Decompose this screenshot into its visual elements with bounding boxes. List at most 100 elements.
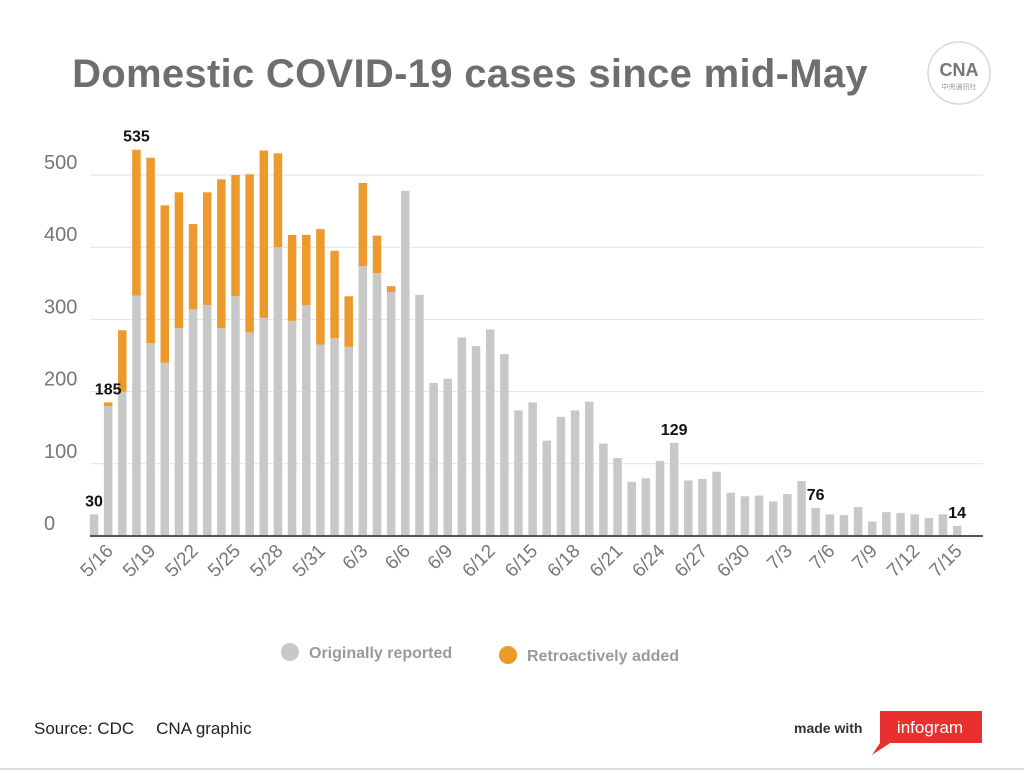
y-tick-label: 400: [44, 224, 77, 246]
bar-original: [188, 309, 198, 536]
x-tick-label: 6/6: [381, 541, 415, 575]
bar-original: [882, 512, 891, 536]
logo-text: CNA: [940, 60, 979, 80]
data-label: 185: [95, 381, 122, 398]
chart-title: Domestic COVID-19 cases since mid-May: [72, 52, 868, 96]
bar-original: [952, 525, 962, 536]
bar-original: [118, 391, 127, 536]
bar-original: [528, 402, 537, 536]
bar-original: [500, 354, 509, 536]
x-tick-label: 7/3: [763, 541, 797, 575]
legend-original-label: Originally reported: [309, 645, 453, 662]
bar-original: [132, 295, 141, 536]
data-label: 76: [807, 487, 825, 504]
bar-retro: [188, 224, 198, 310]
data-label: 30: [85, 493, 103, 510]
bar-original: [740, 496, 750, 536]
bar-original: [655, 460, 665, 536]
infogram-badge[interactable]: infogram: [872, 711, 982, 755]
bar-original: [868, 521, 877, 536]
data-label: 14: [948, 505, 966, 522]
x-tick-label: 5/28: [246, 541, 287, 582]
bar-original: [542, 440, 552, 536]
bar-original: [245, 332, 254, 536]
bar-retro: [259, 150, 269, 318]
bar-chart: 0 100 200 300 400 500 5/16 5/19 5/22 5/25 5/28 5/31…: [44, 129, 983, 582]
bar-retro: [358, 182, 368, 266]
bar-original: [684, 480, 693, 536]
bar-retro: [302, 234, 311, 305]
bar-original: [811, 507, 820, 536]
legend-original: Originally reported: [281, 643, 452, 663]
x-tick-label: 6/9: [424, 541, 458, 575]
bar-original: [89, 514, 99, 536]
x-tick-label: 6/21: [586, 541, 627, 582]
data-label: 535: [123, 129, 150, 146]
bar-retro: [174, 192, 184, 329]
bar-retro: [386, 286, 396, 292]
bar-original: [103, 406, 113, 536]
bar-retro: [344, 296, 353, 347]
x-tick-label: 7/9: [848, 541, 882, 575]
bar-retro: [316, 229, 325, 345]
bar-original: [401, 190, 410, 536]
bar-original: [853, 507, 863, 536]
bar-original: [485, 329, 495, 536]
bar-retro: [372, 235, 382, 274]
bar-retro: [245, 174, 254, 333]
infogram-brand-text: infogram: [897, 718, 963, 737]
logo-subtext: 中央通訊社: [942, 82, 977, 91]
bar-original: [825, 514, 835, 536]
x-tick-label: 6/27: [671, 541, 712, 582]
infogram-badge-shape: [872, 711, 982, 755]
bar-original: [938, 514, 948, 536]
x-tick-label: 5/25: [204, 541, 245, 582]
bar-retro: [132, 149, 141, 296]
bar-original: [627, 481, 636, 536]
bar-original: [712, 471, 721, 536]
bar-original: [358, 265, 368, 536]
bar-retro: [287, 234, 297, 321]
bar-original: [174, 328, 184, 536]
y-tick-label: 200: [44, 369, 77, 391]
bar-original: [556, 416, 566, 536]
x-tick-label: 7/12: [883, 541, 924, 582]
bar-original: [768, 501, 778, 536]
bar-original: [599, 443, 608, 536]
x-tick-label: 7/15: [926, 541, 967, 582]
bar-retro: [273, 153, 283, 248]
bar-retro: [202, 192, 212, 305]
x-tick-label: 5/31: [289, 541, 330, 582]
y-tick-label: 500: [44, 152, 77, 174]
bar-original: [613, 458, 622, 536]
bar-retro: [160, 205, 169, 363]
bar-original: [231, 296, 240, 536]
bar-original: [372, 273, 382, 536]
x-tick-label: 6/15: [501, 541, 542, 582]
bar-original: [471, 346, 481, 536]
bar-original: [259, 317, 269, 536]
x-tick-label: 6/24: [629, 540, 670, 581]
bar-original: [415, 294, 424, 536]
bar-retro: [103, 402, 113, 407]
source-note: Source: CDC CNA graphic: [34, 719, 274, 739]
bar-original: [839, 515, 849, 536]
bar-original: [330, 338, 339, 536]
bar-retro: [217, 179, 226, 329]
bar-original: [302, 304, 311, 536]
bar-original: [754, 495, 764, 536]
x-tick-label: 6/12: [459, 541, 500, 582]
source-text: Source: CDC: [34, 719, 135, 738]
bar-original: [924, 517, 934, 536]
bar-retro: [146, 157, 155, 344]
x-tick-label: 5/19: [119, 541, 160, 582]
y-tick-label: 0: [44, 513, 55, 535]
bar-retro: [330, 250, 339, 339]
bar-original: [698, 478, 707, 536]
bar-original: [726, 492, 735, 536]
y-tick-label: 100: [44, 441, 77, 463]
x-tick-label: 6/3: [339, 541, 373, 575]
credit-text: CNA graphic: [156, 719, 252, 738]
x-tick-label: 6/18: [544, 541, 585, 582]
bar-original: [160, 362, 169, 536]
